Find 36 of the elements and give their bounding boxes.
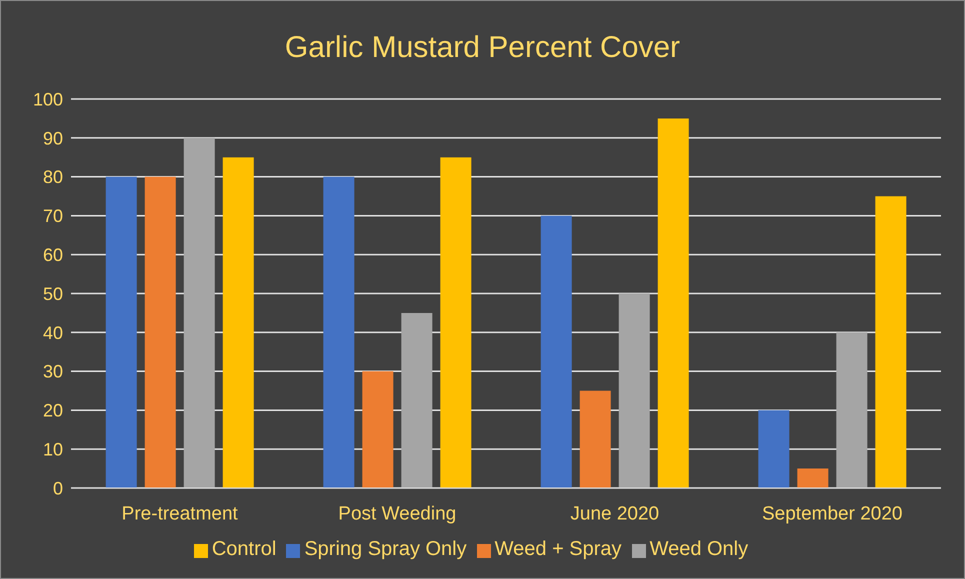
bar — [658, 118, 689, 488]
y-tick-label: 40 — [42, 322, 63, 343]
x-tick-label: September 2020 — [762, 503, 902, 524]
y-tick-label: 70 — [42, 206, 63, 226]
chart-title: Garlic Mustard Percent Cover — [284, 31, 682, 65]
bar — [222, 157, 254, 488]
y-tick-label: 20 — [42, 400, 63, 421]
bar — [401, 312, 432, 488]
y-tick-label: 50 — [42, 284, 63, 304]
bar — [836, 332, 868, 488]
legend-label: Spring Spray Only — [304, 538, 467, 560]
bar — [106, 176, 137, 488]
bar — [580, 390, 611, 488]
bar — [797, 468, 828, 488]
y-tick-label: 10 — [42, 439, 63, 460]
bar — [618, 294, 650, 488]
bar — [540, 216, 572, 488]
x-tick-label: Post Weeding — [338, 503, 456, 524]
y-tick-label: 0 — [52, 478, 63, 498]
legend-label: Control — [212, 538, 276, 560]
y-tick-label: 60 — [42, 244, 63, 265]
bar — [440, 157, 472, 488]
legend-label: Weed Only — [650, 538, 748, 560]
y-tick-label: 30 — [42, 362, 63, 382]
x-tick-label: Pre-treatment — [122, 503, 239, 524]
bar — [362, 371, 394, 488]
legend-label: Weed + Spray — [494, 538, 622, 560]
y-tick-label: 90 — [42, 128, 63, 148]
x-tick-label: June 2020 — [570, 503, 660, 524]
bar — [144, 176, 176, 488]
bar — [758, 410, 790, 488]
bar — [875, 196, 906, 488]
bar — [184, 138, 215, 488]
y-tick-label: 80 — [42, 167, 63, 188]
y-tick-label: 100 — [32, 89, 63, 110]
bar — [323, 176, 354, 488]
